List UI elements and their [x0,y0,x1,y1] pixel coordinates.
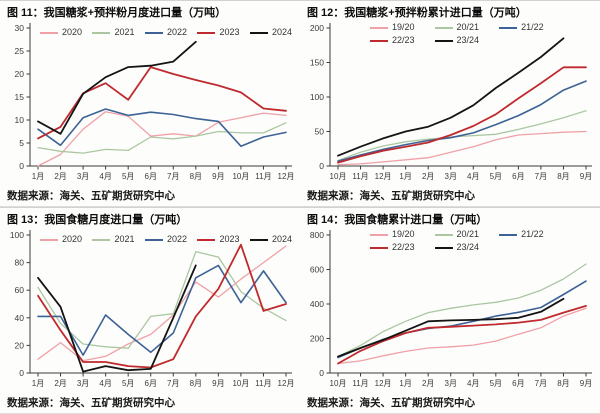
svg-text:11月: 11月 [352,379,368,388]
svg-text:12月: 12月 [278,379,295,388]
figure-14-panel: 图 14：我国食糖累计进口量（万吨） 19/20 20/21 21/22 22/23 2… [300,207,600,414]
svg-text:2月: 2月 [54,172,66,181]
svg-text:9月: 9月 [580,379,592,388]
svg-text:400: 400 [310,299,324,309]
figure-14-title: 图 14：我国食糖累计进口量（万吨） [307,214,488,226]
figure-11-chart: 2020 2021 2022 2023 2024 0 5 10 15 20 25 30 1月 2月 3月 4… [0,20,300,185]
svg-text:8月: 8月 [190,379,202,388]
svg-text:10月: 10月 [330,379,347,388]
svg-text:5月: 5月 [490,172,502,181]
svg-text:0: 0 [19,161,24,171]
svg-text:10月: 10月 [330,172,347,181]
figure-12-chart: 19/20 20/21 21/22 22/23 23/24 0 50 100 150 200 10… [300,20,600,185]
svg-text:6月: 6月 [145,379,157,388]
figure-13-panel: 图 13：我国食糖月度进口量（万吨） 2020 2021 2022 2023 2024 … [0,207,300,414]
svg-text:3月: 3月 [77,172,89,181]
svg-text:11月: 11月 [255,172,271,181]
svg-text:40: 40 [15,313,25,323]
figure-14-source: 数据来源：海关、五矿期货研究中心 [307,397,475,409]
svg-text:2月: 2月 [422,172,434,181]
svg-text:3月: 3月 [77,379,89,388]
svg-text:0: 0 [319,161,324,171]
svg-text:30: 30 [15,23,25,33]
svg-text:200: 200 [310,334,324,344]
svg-text:100: 100 [10,230,24,240]
svg-text:0: 0 [319,368,324,378]
figure-12-plot: 0 50 100 150 200 10月 11月 12月 1月 2月 3月 4月 5月 6月 7月 8月 9月 [310,23,592,181]
figure-13-title: 图 13：我国食糖月度进口量（万吨） [7,214,188,226]
svg-text:7月: 7月 [167,379,179,388]
svg-text:9月: 9月 [580,172,592,181]
svg-text:4月: 4月 [467,379,479,388]
svg-text:100: 100 [310,92,324,102]
figure-13-chart: 2020 2021 2022 2023 2024 0 20 40 60 80 100 1月 2月 3月 4… [0,227,300,392]
svg-text:12月: 12月 [375,172,392,181]
svg-text:7月: 7月 [535,379,547,388]
svg-text:20: 20 [15,340,25,350]
svg-text:5月: 5月 [122,172,134,181]
svg-text:3月: 3月 [445,379,457,388]
figure-11-panel: 图 11：我国糖浆+预拌粉月度进口量（万吨） 2020 2021 2022 2023 2… [0,0,300,207]
svg-text:8月: 8月 [557,172,569,181]
figure-11-plot: 0 5 10 15 20 25 30 1月 2月 3月 4月 5月 6月 7月 8月 9月 10月 11月 12月 [15,23,295,181]
svg-text:200: 200 [310,23,324,33]
svg-text:10月: 10月 [232,172,249,181]
svg-text:10: 10 [15,115,25,125]
figure-11-source: 数据来源：海关、五矿期货研究中心 [7,190,175,202]
svg-text:9月: 9月 [212,379,224,388]
svg-text:3月: 3月 [445,172,457,181]
figure-12-source: 数据来源：海关、五矿期货研究中心 [307,190,475,202]
svg-text:9月: 9月 [212,172,224,181]
svg-text:4月: 4月 [99,172,111,181]
svg-text:80: 80 [15,258,25,268]
figure-11-title: 图 11：我国糖浆+预拌粉月度进口量（万吨） [7,7,227,19]
svg-text:1月: 1月 [32,172,44,181]
svg-text:50: 50 [315,127,325,137]
svg-text:7月: 7月 [535,172,547,181]
svg-text:6月: 6月 [512,379,524,388]
svg-text:4月: 4月 [99,379,111,388]
svg-text:11月: 11月 [255,379,271,388]
svg-text:1月: 1月 [399,379,411,388]
svg-text:11月: 11月 [352,172,368,181]
svg-text:6月: 6月 [512,172,524,181]
svg-text:0: 0 [19,368,24,378]
svg-text:60: 60 [15,285,25,295]
figure-14-plot: 0 200 400 600 800 10月 11月 12月 1月 2月 3月 4月 5月 6月 7月 8月 9月 [310,230,592,388]
svg-text:12月: 12月 [278,172,295,181]
svg-text:600: 600 [310,265,324,275]
svg-text:25: 25 [15,46,25,56]
figure-12-title: 图 12：我国糖浆+预拌粉累计进口量（万吨） [307,7,527,19]
svg-text:7月: 7月 [167,172,179,181]
svg-text:2月: 2月 [422,379,434,388]
figure-13-source: 数据来源：海关、五矿期货研究中心 [7,397,175,409]
svg-text:12月: 12月 [375,379,392,388]
svg-text:8月: 8月 [557,379,569,388]
svg-text:8月: 8月 [190,172,202,181]
svg-text:6月: 6月 [145,172,157,181]
svg-text:5: 5 [19,138,24,148]
svg-text:5月: 5月 [490,379,502,388]
svg-text:1月: 1月 [32,379,44,388]
svg-text:15: 15 [15,92,25,102]
figure-14-chart: 19/20 20/21 21/22 22/23 23/24 0 200 400 600 800 1… [300,227,600,392]
svg-text:20: 20 [15,69,25,79]
figure-12-panel: 图 12：我国糖浆+预拌粉累计进口量（万吨） 19/20 20/21 21/22 22… [300,0,600,207]
svg-text:4月: 4月 [467,172,479,181]
svg-text:2月: 2月 [54,379,66,388]
svg-text:150: 150 [310,58,324,68]
figure-13-plot: 0 20 40 60 80 100 1月 2月 3月 4月 5月 6月 7月 8月 9月 10月 11月 12月 [10,230,295,388]
svg-text:1月: 1月 [399,172,411,181]
svg-text:800: 800 [310,230,324,240]
svg-text:10月: 10月 [232,379,249,388]
svg-text:5月: 5月 [122,379,134,388]
